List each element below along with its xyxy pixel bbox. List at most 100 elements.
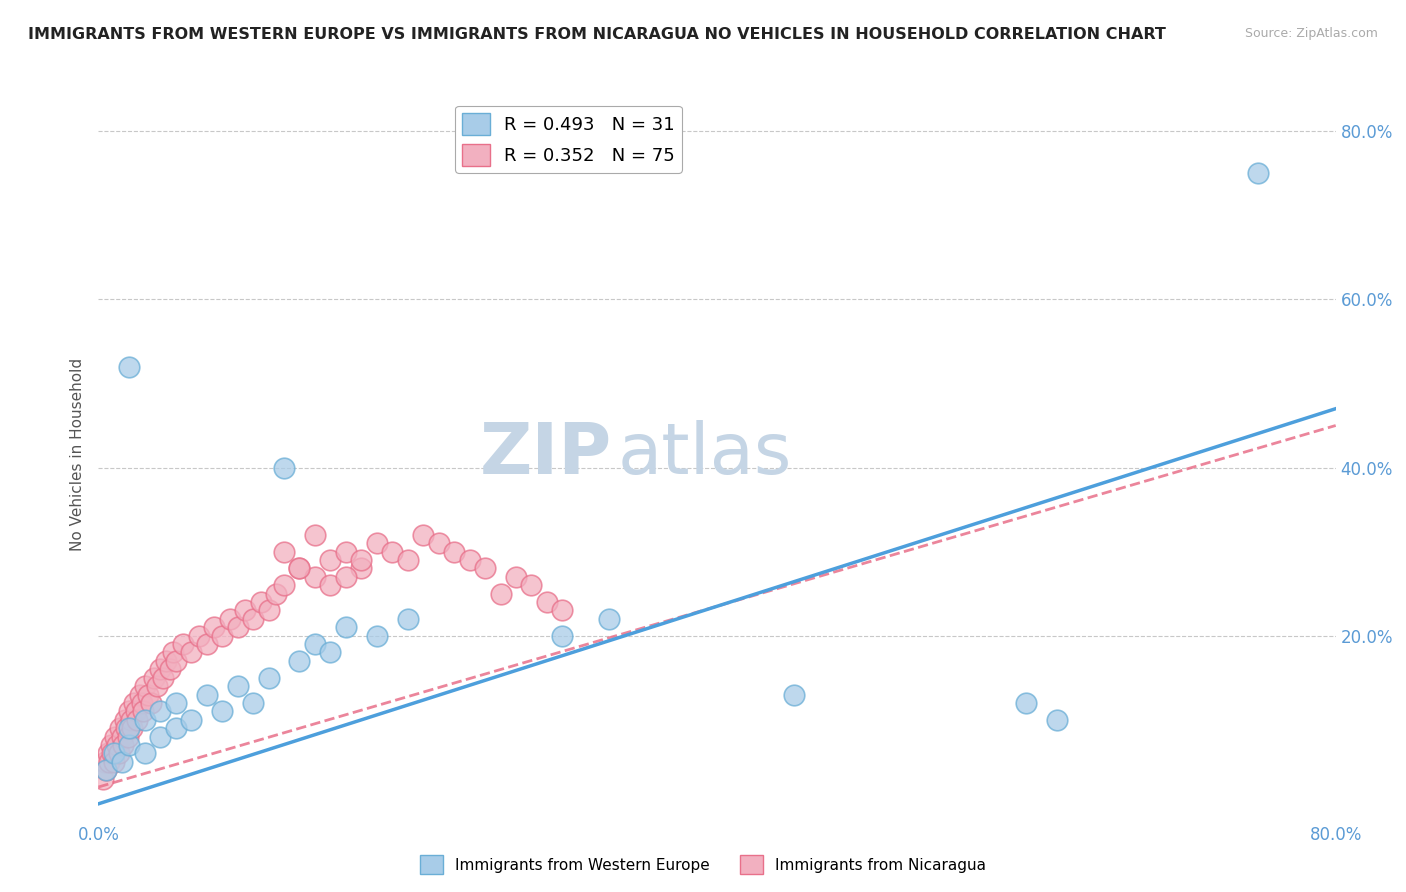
Point — [1015, 696, 1038, 710]
Point — [103, 755, 125, 769]
Point — [111, 755, 132, 769]
Point — [304, 528, 326, 542]
Point — [536, 595, 558, 609]
Point — [105, 738, 128, 752]
Point — [136, 688, 159, 702]
Point — [250, 595, 273, 609]
Text: ZIP: ZIP — [479, 420, 612, 490]
Point — [242, 696, 264, 710]
Point — [155, 654, 177, 668]
Point — [783, 688, 806, 702]
Point — [242, 612, 264, 626]
Point — [319, 645, 342, 659]
Point — [366, 629, 388, 643]
Point — [117, 730, 139, 744]
Point — [264, 587, 288, 601]
Point — [103, 747, 125, 761]
Legend: R = 0.493   N = 31, R = 0.352   N = 75: R = 0.493 N = 31, R = 0.352 N = 75 — [456, 105, 682, 173]
Point — [427, 536, 450, 550]
Point — [211, 704, 233, 718]
Text: IMMIGRANTS FROM WESTERN EUROPE VS IMMIGRANTS FROM NICARAGUA NO VEHICLES IN HOUSE: IMMIGRANTS FROM WESTERN EUROPE VS IMMIGR… — [28, 27, 1166, 42]
Point — [165, 721, 187, 735]
Point — [257, 603, 280, 617]
Point — [118, 704, 141, 718]
Point — [118, 721, 141, 735]
Point — [257, 671, 280, 685]
Point — [195, 637, 218, 651]
Point — [159, 662, 181, 676]
Point — [396, 612, 419, 626]
Point — [122, 696, 145, 710]
Point — [118, 738, 141, 752]
Point — [219, 612, 242, 626]
Point — [143, 671, 166, 685]
Text: atlas: atlas — [619, 420, 793, 490]
Point — [319, 553, 342, 567]
Point — [304, 637, 326, 651]
Point — [211, 629, 233, 643]
Point — [114, 713, 136, 727]
Point — [132, 704, 155, 718]
Legend: Immigrants from Western Europe, Immigrants from Nicaragua: Immigrants from Western Europe, Immigran… — [413, 849, 993, 880]
Point — [124, 704, 146, 718]
Point — [273, 544, 295, 558]
Point — [127, 713, 149, 727]
Point — [165, 696, 187, 710]
Point — [188, 629, 211, 643]
Point — [149, 662, 172, 676]
Point — [121, 721, 143, 735]
Point — [1247, 166, 1270, 180]
Point — [335, 544, 357, 558]
Point — [396, 553, 419, 567]
Point — [98, 755, 121, 769]
Point — [112, 738, 135, 752]
Point — [443, 544, 465, 558]
Point — [134, 679, 156, 693]
Text: Source: ZipAtlas.com: Source: ZipAtlas.com — [1244, 27, 1378, 40]
Point — [273, 578, 295, 592]
Point — [304, 570, 326, 584]
Point — [149, 704, 172, 718]
Point — [335, 570, 357, 584]
Point — [131, 696, 153, 710]
Point — [120, 713, 142, 727]
Point — [149, 730, 172, 744]
Point — [233, 603, 257, 617]
Point — [204, 620, 226, 634]
Point — [288, 561, 311, 575]
Point — [350, 561, 373, 575]
Point — [152, 671, 174, 685]
Y-axis label: No Vehicles in Household: No Vehicles in Household — [69, 359, 84, 551]
Point — [100, 738, 122, 752]
Point — [319, 578, 342, 592]
Point — [273, 460, 295, 475]
Point — [226, 620, 249, 634]
Point — [134, 713, 156, 727]
Point — [162, 645, 184, 659]
Point — [226, 679, 249, 693]
Point — [381, 544, 404, 558]
Point — [288, 654, 311, 668]
Point — [139, 696, 162, 710]
Point — [551, 603, 574, 617]
Point — [1046, 713, 1069, 727]
Point — [146, 679, 169, 693]
Point — [134, 747, 156, 761]
Point — [366, 536, 388, 550]
Point — [107, 747, 129, 761]
Point — [180, 645, 202, 659]
Point — [180, 713, 202, 727]
Point — [195, 688, 218, 702]
Point — [111, 730, 132, 744]
Point — [108, 721, 131, 735]
Point — [96, 763, 118, 777]
Point — [172, 637, 194, 651]
Point — [350, 553, 373, 567]
Point — [489, 587, 512, 601]
Point — [101, 747, 124, 761]
Point — [91, 772, 114, 786]
Point — [93, 755, 115, 769]
Point — [129, 688, 152, 702]
Point — [412, 528, 434, 542]
Point — [598, 612, 620, 626]
